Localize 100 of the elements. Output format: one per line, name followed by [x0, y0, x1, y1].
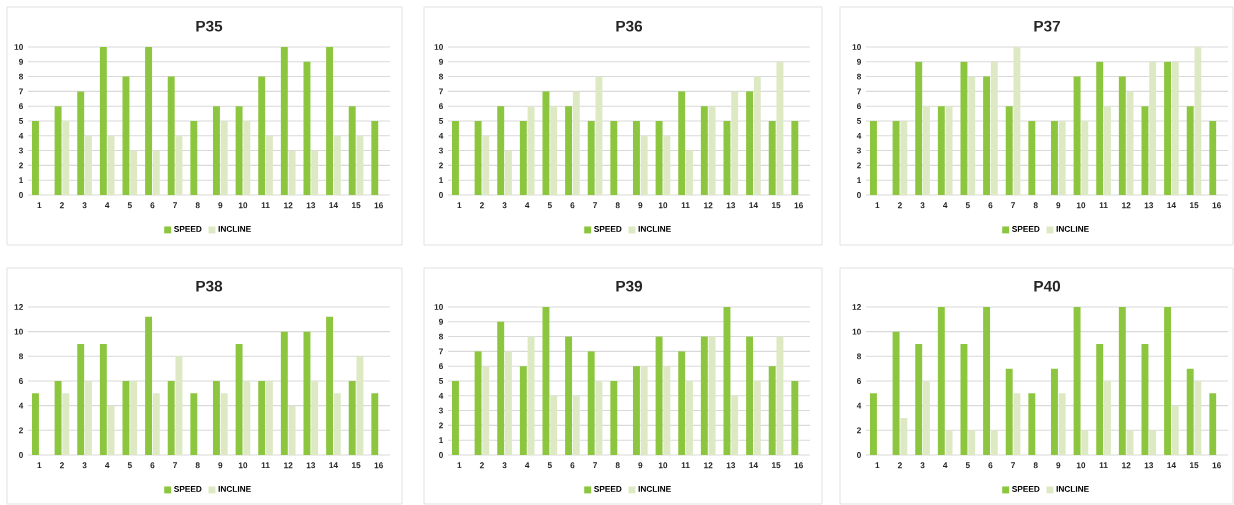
y-tick-label: 8 — [438, 73, 444, 80]
bar — [527, 336, 535, 455]
x-tick-label: 4 — [943, 462, 948, 469]
bar — [1194, 380, 1202, 455]
x-tick-label: 5 — [127, 462, 132, 469]
bar — [235, 106, 243, 195]
bar — [99, 46, 107, 195]
x-tick-label: 16 — [1212, 462, 1221, 469]
x-tick-label: 13 — [306, 202, 316, 209]
bar — [791, 120, 799, 195]
bar — [753, 76, 761, 195]
x-tick-label: 2 — [59, 462, 64, 469]
bar — [311, 380, 319, 455]
bar — [303, 331, 311, 455]
bar — [900, 120, 908, 195]
bar — [258, 380, 266, 455]
legend-label: SPEED — [594, 486, 622, 492]
bar — [1126, 430, 1134, 455]
bar — [107, 135, 115, 195]
y-tick-label: 0 — [439, 452, 443, 458]
x-tick-label: 15 — [772, 462, 781, 469]
x-tick-label: 16 — [794, 202, 803, 209]
bar — [587, 351, 595, 455]
bar — [326, 316, 334, 455]
x-tick-label: 5 — [965, 202, 970, 209]
y-tick-label: 0 — [857, 192, 861, 198]
x-tick-label: 4 — [525, 462, 530, 469]
bar — [1028, 120, 1036, 195]
bar — [655, 120, 663, 195]
bar — [731, 395, 739, 455]
x-tick-label: 3 — [82, 462, 87, 469]
bar — [145, 46, 153, 195]
bar — [768, 120, 776, 195]
bar — [371, 393, 379, 455]
bar — [550, 395, 558, 455]
bar — [519, 366, 527, 455]
y-tick-label: 4 — [18, 132, 24, 139]
y-tick-label: 5 — [18, 118, 24, 124]
bar — [122, 76, 130, 195]
bar — [280, 331, 288, 455]
x-tick-label: 13 — [1144, 462, 1154, 469]
bar — [333, 135, 341, 195]
bar — [960, 61, 968, 195]
x-tick-label: 15 — [772, 202, 781, 209]
bar — [265, 135, 273, 195]
x-tick-label: 15 — [1189, 462, 1199, 469]
x-tick-label: 13 — [1144, 202, 1154, 209]
x-tick-label: 5 — [547, 202, 552, 209]
bar — [922, 380, 930, 455]
bar — [258, 76, 266, 195]
x-tick-label: 10 — [1076, 462, 1086, 469]
x-tick-label: 1 — [37, 462, 42, 469]
x-tick-label: 10 — [1076, 202, 1086, 209]
x-tick-label: 7 — [593, 462, 597, 469]
bar — [1118, 306, 1126, 455]
x-tick-label: 9 — [1056, 462, 1061, 469]
bar — [1081, 430, 1089, 455]
y-tick-label: 5 — [856, 118, 862, 124]
bar — [983, 76, 991, 195]
bar — [768, 366, 776, 455]
bar — [303, 61, 311, 195]
legend-label: SPEED — [1012, 226, 1040, 232]
bar — [519, 120, 527, 195]
y-tick-label: 10 — [852, 44, 861, 50]
legend-label: INCLINE — [218, 486, 251, 492]
x-tick-label: 16 — [794, 462, 803, 469]
bar — [723, 120, 731, 195]
bar — [54, 106, 62, 195]
bar — [1164, 61, 1172, 195]
y-tick-label: 6 — [19, 103, 23, 110]
y-tick-label: 4 — [856, 132, 862, 139]
bar — [915, 61, 923, 195]
y-tick-label: 2 — [856, 427, 861, 434]
bar — [1186, 106, 1194, 195]
bar — [482, 366, 490, 455]
x-tick-label: 3 — [920, 202, 925, 209]
bar — [280, 46, 288, 195]
x-tick-label: 7 — [1011, 202, 1015, 209]
bar — [610, 120, 618, 195]
y-tick-label: 4 — [438, 132, 444, 139]
y-tick-label: 1 — [439, 437, 444, 444]
bar — [77, 91, 85, 195]
x-tick-label: 15 — [352, 462, 361, 469]
y-tick-label: 10 — [434, 304, 443, 310]
bar — [565, 106, 573, 195]
bar — [1073, 76, 1081, 195]
bar — [348, 380, 356, 455]
bar — [1096, 61, 1104, 195]
bar — [1028, 393, 1036, 455]
y-tick-label: 8 — [18, 353, 24, 360]
bar — [482, 135, 490, 195]
y-tick-label: 2 — [439, 422, 443, 429]
y-tick-label: 10 — [14, 44, 23, 50]
x-tick-label: 7 — [173, 202, 177, 209]
x-tick-label: 6 — [988, 202, 993, 209]
x-tick-label: 12 — [704, 462, 713, 469]
bar — [542, 306, 550, 455]
y-tick-label: 7 — [439, 348, 443, 355]
bar — [1141, 343, 1149, 455]
bar — [311, 150, 319, 195]
